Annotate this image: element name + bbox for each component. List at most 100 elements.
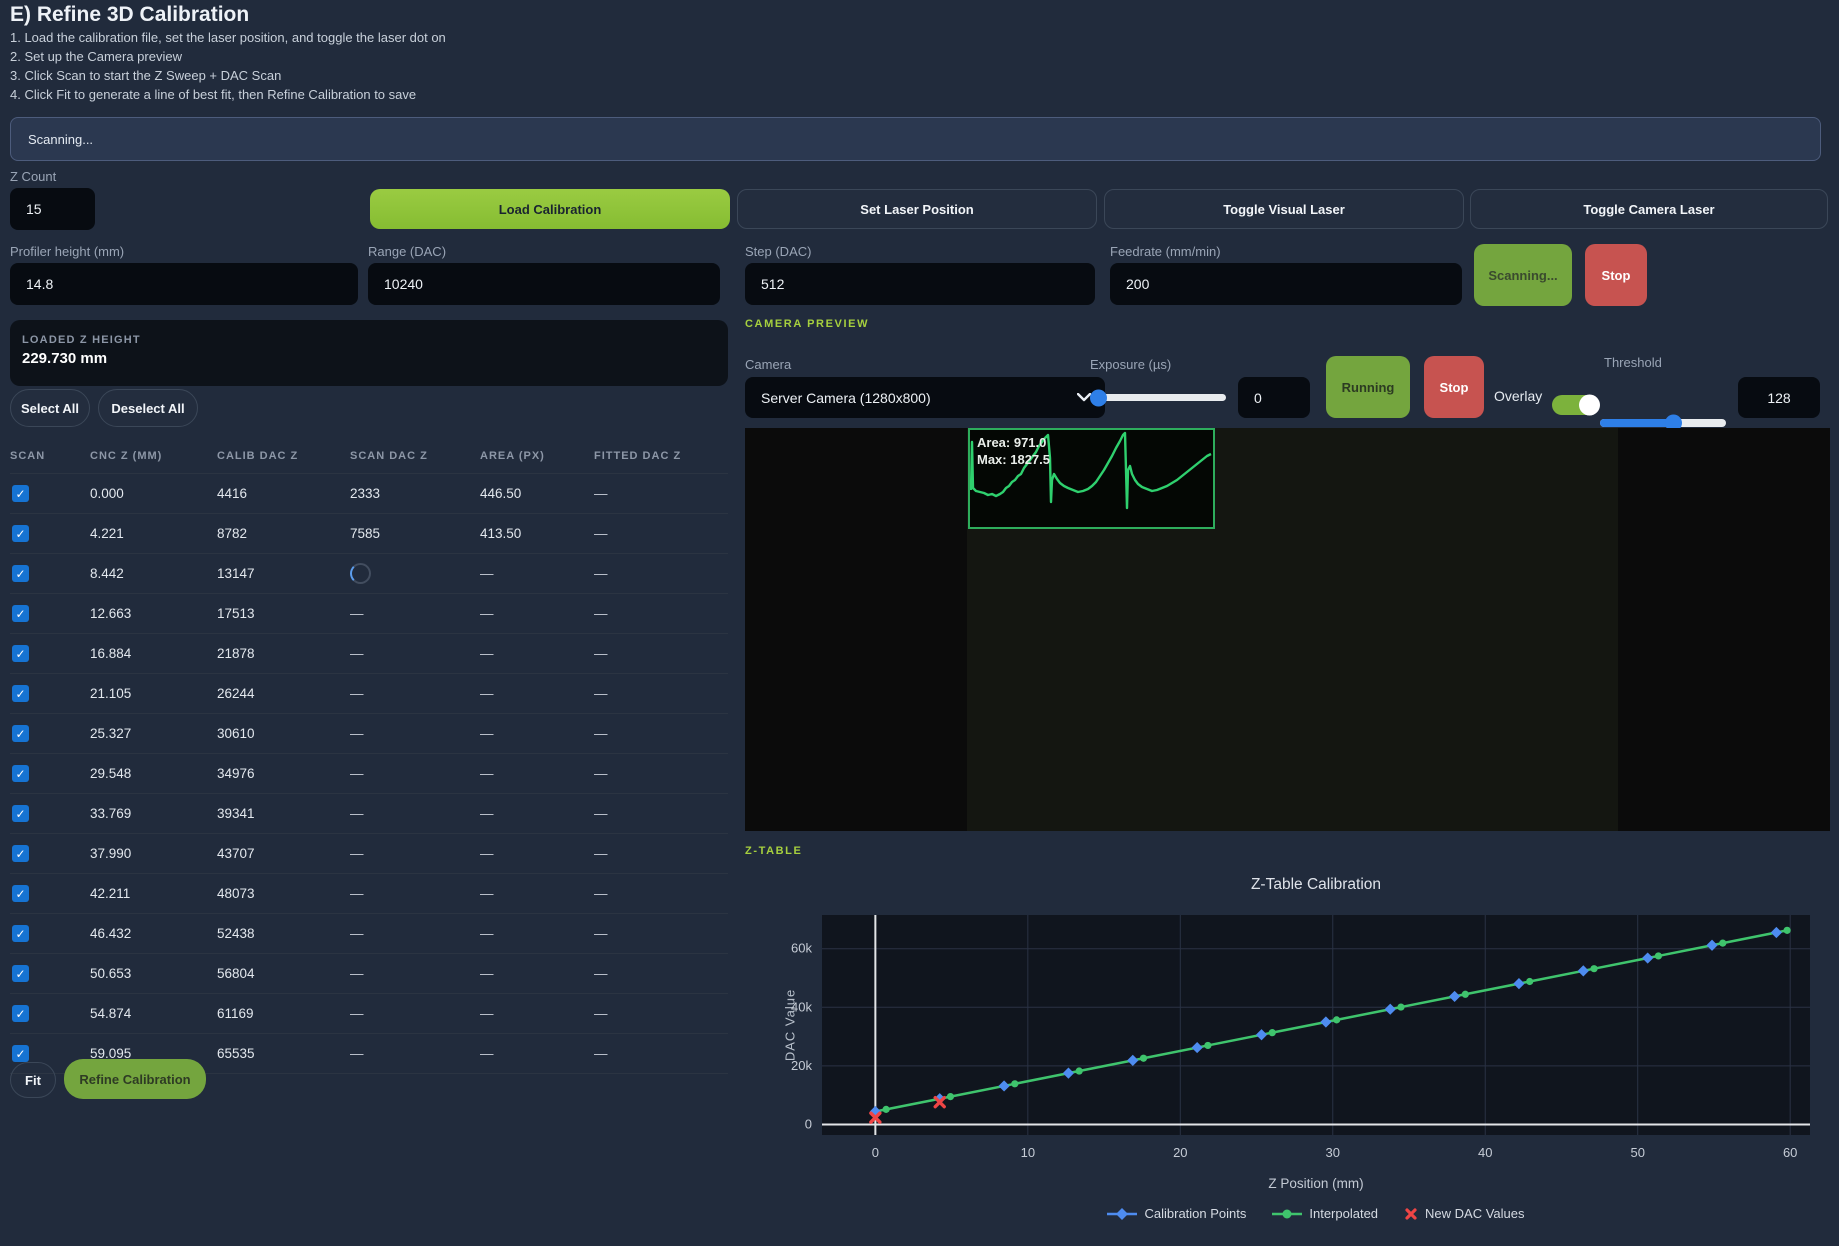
row-checkbox[interactable]: ✓ [12,885,29,902]
row-checkbox[interactable]: ✓ [12,1005,29,1022]
cell-cnc-z: 50.653 [90,966,132,981]
row-checkbox[interactable]: ✓ [12,845,29,862]
table-row: ✓ 4.221 8782 7585 413.50 — [10,514,728,554]
legend-item-calibration-points[interactable]: Calibration Points [1107,1206,1246,1221]
range-dac-input[interactable] [368,263,720,305]
svg-text:30: 30 [1326,1145,1340,1160]
row-checkbox[interactable]: ✓ [12,525,29,542]
svg-text:0: 0 [872,1145,879,1160]
row-checkbox[interactable]: ✓ [12,1045,29,1062]
row-checkbox[interactable]: ✓ [12,805,29,822]
cell-area-px: — [480,606,494,621]
cell-scan-dac-z: — [350,686,364,701]
cell-calib-dac-z: 26244 [217,686,255,701]
legend-label: New DAC Values [1425,1206,1525,1221]
loaded-z-height-value: 229.730 mm [22,350,108,367]
table-row: ✓ 54.874 61169 — — — [10,994,728,1034]
camera-select[interactable]: Server Camera (1280x800) [745,377,1105,418]
threshold-slider-handle[interactable] [1665,414,1682,432]
cell-fitted-dac-z: — [594,846,608,861]
cell-fitted-dac-z: — [594,806,608,821]
camera-running-button[interactable]: Running [1326,356,1410,418]
set-laser-position-button[interactable]: Set Laser Position [737,189,1097,229]
scan-stop-button[interactable]: Stop [1585,244,1647,306]
cell-area-px: — [480,566,494,581]
instruction-line: 4. Click Fit to generate a line of best … [10,87,417,102]
column-header-area-px: AREA (PX) [480,450,545,462]
camera-preview-section-label: CAMERA PREVIEW [745,318,870,330]
column-header-fitted-dac-z: FITTED DAC Z [594,450,682,462]
deselect-all-button[interactable]: Deselect All [98,389,198,427]
camera-stop-button[interactable]: Stop [1424,356,1484,418]
cell-calib-dac-z: 34976 [217,766,255,781]
camera-select-value: Server Camera (1280x800) [761,389,931,406]
cell-scan-dac-z: — [350,966,364,981]
cell-scan-dac-z: — [350,606,364,621]
load-calibration-button[interactable]: Load Calibration [370,189,730,229]
fit-button[interactable]: Fit [10,1062,56,1098]
toggle-camera-laser-button[interactable]: Toggle Camera Laser [1470,189,1828,229]
cell-scan-dac-z: — [350,846,364,861]
row-checkbox[interactable]: ✓ [12,485,29,502]
cell-cnc-z: 33.769 [90,806,132,821]
z-count-input[interactable] [10,188,95,230]
cell-calib-dac-z: 48073 [217,886,255,901]
cell-area-px: — [480,846,494,861]
cell-scan-dac-z: — [350,926,364,941]
cell-area-px: — [480,686,494,701]
cell-fitted-dac-z: — [594,726,608,741]
loading-spinner-icon [350,563,371,584]
row-checkbox[interactable]: ✓ [12,965,29,982]
row-checkbox[interactable]: ✓ [12,725,29,742]
row-checkbox[interactable]: ✓ [12,645,29,662]
step-dac-input[interactable] [745,263,1095,305]
table-row: ✓ 50.653 56804 — — — [10,954,728,994]
row-checkbox[interactable]: ✓ [12,765,29,782]
cell-scan-dac-z: — [350,886,364,901]
select-all-button[interactable]: Select All [10,389,90,427]
overlay-max-text: Max: 1827.5 [977,452,1050,467]
cell-calib-dac-z: 4416 [217,486,248,501]
cell-cnc-z: 25.327 [90,726,132,741]
chart-legend: Calibration Points Interpolated New DAC … [822,1206,1810,1221]
cell-calib-dac-z: 39341 [217,806,255,821]
threshold-input[interactable] [1738,377,1820,418]
cell-area-px: — [480,1006,494,1021]
toggle-visual-laser-button[interactable]: Toggle Visual Laser [1104,189,1464,229]
table-row: ✓ 8.442 13147 — — [10,554,728,594]
row-checkbox[interactable]: ✓ [12,605,29,622]
cell-scan-dac-z: — [350,1006,364,1021]
profiler-height-label: Profiler height (mm) [10,244,125,259]
cell-cnc-z: 4.221 [90,526,124,541]
camera-label: Camera [745,357,792,372]
status-text: Scanning... [28,131,94,147]
feedrate-input[interactable] [1110,263,1462,305]
laser-waveform [970,431,1212,510]
scan-table: ✓ 0.000 4416 2333 446.50 — ✓ 4.221 8782 7585 413.5… [10,473,728,1074]
overlay-toggle-knob[interactable] [1579,394,1600,416]
cell-fitted-dac-z: — [594,686,608,701]
cell-area-px: 446.50 [480,486,522,501]
cell-cnc-z: 16.884 [90,646,132,661]
cell-scan-dac-z: 7585 [350,526,381,541]
overlay-toggle[interactable] [1552,394,1600,416]
row-checkbox[interactable]: ✓ [12,925,29,942]
row-checkbox[interactable]: ✓ [12,685,29,702]
legend-item-interpolated[interactable]: Interpolated [1272,1206,1378,1221]
chart-title: Z-Table Calibration [1250,876,1382,893]
cell-fitted-dac-z: — [594,1046,608,1061]
legend-item-new-dac-values[interactable]: New DAC Values [1404,1206,1525,1221]
instructions: 1. Load the calibration file, set the la… [10,28,446,104]
exposure-input[interactable] [1238,377,1310,418]
exposure-slider[interactable] [1090,389,1226,406]
chevron-down-icon [1077,393,1091,402]
threshold-slider[interactable] [1600,414,1726,432]
refine-calibration-button[interactable]: Refine Calibration [64,1059,206,1099]
scan-button[interactable]: Scanning... [1474,244,1572,306]
row-checkbox[interactable]: ✓ [12,565,29,582]
profiler-height-input[interactable] [10,263,358,305]
table-row: ✓ 42.211 48073 — — — [10,874,728,914]
exposure-slider-handle[interactable] [1090,389,1107,406]
feedrate-label: Feedrate (mm/min) [1110,244,1221,259]
cell-calib-dac-z: 52438 [217,926,255,941]
